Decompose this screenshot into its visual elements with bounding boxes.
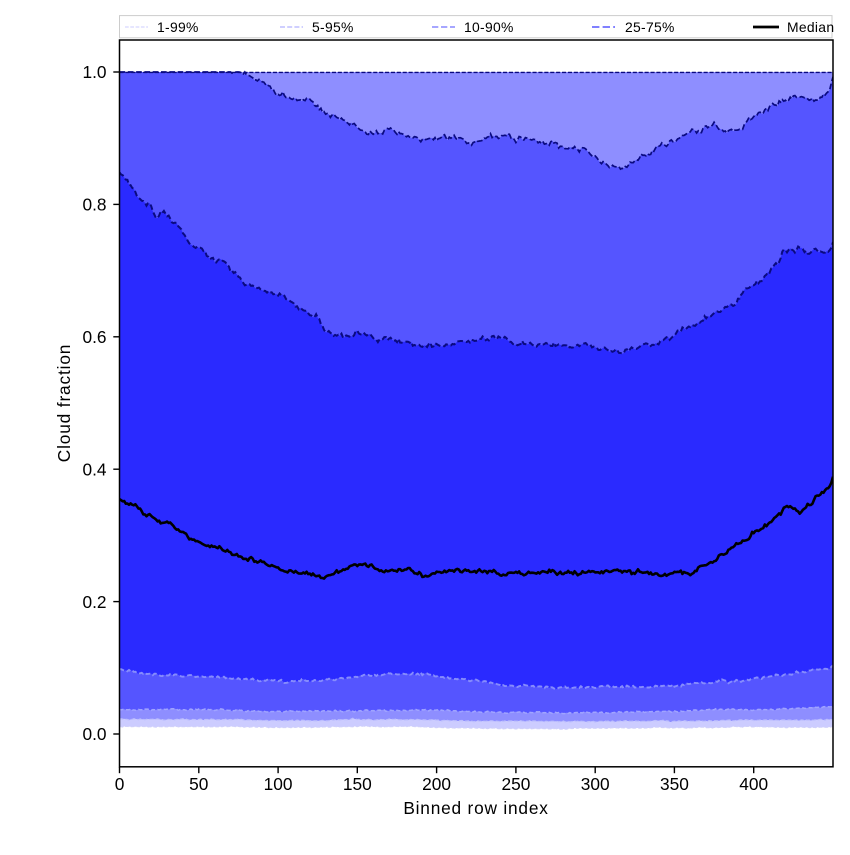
svg-text:Binned row index: Binned row index [403, 798, 548, 818]
svg-text:400: 400 [739, 774, 768, 794]
svg-text:0.2: 0.2 [82, 592, 106, 612]
svg-text:0.0: 0.0 [82, 724, 106, 744]
svg-text:350: 350 [660, 774, 689, 794]
svg-text:Median: Median [787, 19, 834, 35]
svg-text:250: 250 [501, 774, 530, 794]
svg-text:25-75%: 25-75% [625, 19, 675, 35]
svg-text:0: 0 [115, 774, 125, 794]
svg-text:0.8: 0.8 [82, 195, 106, 215]
svg-text:0.6: 0.6 [82, 327, 106, 347]
svg-text:200: 200 [422, 774, 451, 794]
svg-text:5-95%: 5-95% [312, 19, 354, 35]
svg-text:1-99%: 1-99% [157, 19, 199, 35]
svg-text:10-90%: 10-90% [464, 19, 514, 35]
svg-text:300: 300 [581, 774, 610, 794]
svg-text:0.4: 0.4 [82, 459, 106, 479]
svg-text:50: 50 [189, 774, 208, 794]
svg-text:1.0: 1.0 [82, 62, 106, 82]
svg-text:100: 100 [264, 774, 293, 794]
svg-text:150: 150 [343, 774, 372, 794]
svg-text:Cloud fraction: Cloud fraction [54, 344, 74, 463]
